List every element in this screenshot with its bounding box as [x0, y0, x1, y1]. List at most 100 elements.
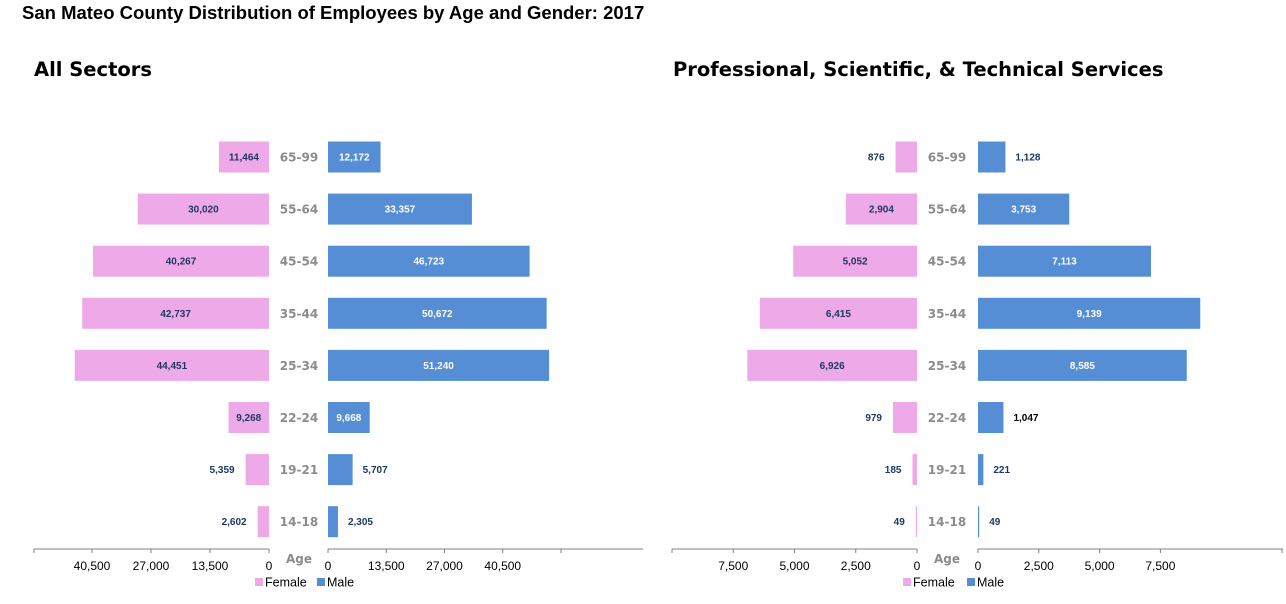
- male-bar: [328, 193, 472, 225]
- female-data-label: 876: [868, 153, 885, 164]
- female-data-label: 2,904: [869, 205, 894, 216]
- female-bar: [915, 506, 917, 538]
- male-data-label: 46,723: [414, 257, 445, 268]
- male-data-label: 8,585: [1070, 361, 1095, 372]
- legend-male-swatch: [967, 578, 975, 586]
- male-bar: [328, 454, 353, 486]
- male-data-label: 3,753: [1011, 205, 1036, 216]
- male-bar: [978, 245, 1151, 277]
- female-bar: [793, 245, 917, 277]
- male-data-label: 221: [993, 465, 1010, 476]
- male-axis-tick-label: 13,500: [368, 559, 405, 573]
- female-bar: [747, 349, 917, 381]
- age-category-label: 35-44: [280, 307, 318, 321]
- male-data-label: 9,668: [336, 413, 361, 424]
- female-data-label: 5,052: [843, 257, 868, 268]
- female-bar: [74, 349, 269, 381]
- male-data-label: 12,172: [339, 153, 370, 164]
- male-bar: [978, 141, 1006, 173]
- male-data-label: 49: [989, 517, 1001, 528]
- female-axis-tick-label: 27,000: [133, 559, 170, 573]
- age-category-label: 25-34: [280, 359, 318, 373]
- female-bar: [218, 141, 269, 173]
- female-bar: [93, 245, 269, 277]
- female-axis-tick-label: 13,500: [192, 559, 229, 573]
- age-category-label: 22-24: [280, 411, 318, 425]
- male-bar: [328, 402, 370, 433]
- age-axis-title: Age: [286, 552, 312, 566]
- page-title: San Mateo County Distribution of Employe…: [22, 2, 645, 23]
- male-data-label: 50,672: [422, 309, 453, 320]
- female-axis-tick-label: 5,000: [779, 559, 809, 573]
- female-bar: [893, 402, 917, 433]
- male-bar: [328, 245, 530, 277]
- male-axis-tick-label: 2,500: [1024, 559, 1054, 573]
- age-category-label: 45-54: [280, 255, 318, 269]
- female-data-label: 11,464: [229, 153, 259, 164]
- female-data-label: 6,926: [820, 361, 845, 372]
- male-data-label: 51,240: [423, 361, 454, 372]
- female-bar: [257, 506, 269, 538]
- female-data-label: 49: [894, 517, 906, 528]
- female-bar: [759, 297, 917, 329]
- male-data-label: 5,707: [363, 465, 388, 476]
- female-data-label: 30,020: [188, 205, 219, 216]
- panel-title-professional-services: Professional, Scientific, & Technical Se…: [673, 58, 1164, 81]
- female-bar: [895, 141, 917, 173]
- male-data-label: 2,305: [348, 517, 373, 528]
- male-axis-tick-label: 27,000: [426, 559, 463, 573]
- legend-male-label: Male: [977, 576, 1004, 590]
- female-axis-tick-label: 0: [266, 559, 273, 573]
- age-category-label: 19-21: [928, 463, 966, 477]
- female-axis-tick-label: 2,500: [841, 559, 871, 573]
- age-category-label: 65-99: [928, 151, 966, 165]
- age-category-label: 65-99: [280, 151, 318, 165]
- male-bar: [978, 454, 984, 486]
- age-category-label: 14-18: [280, 515, 318, 529]
- female-data-label: 185: [885, 465, 902, 476]
- female-data-label: 9,268: [236, 413, 261, 424]
- male-bar: [328, 297, 547, 329]
- male-data-label: 1,047: [1013, 413, 1038, 424]
- female-data-label: 40,267: [166, 257, 197, 268]
- female-axis-tick-label: 7,500: [718, 559, 748, 573]
- female-bar: [245, 454, 269, 486]
- female-bar: [137, 193, 269, 225]
- male-axis-tick-label: 40,500: [484, 559, 521, 573]
- male-bar: [328, 141, 381, 173]
- legend-male-swatch: [317, 578, 325, 586]
- legend-male-label: Male: [327, 576, 354, 590]
- female-bar: [82, 297, 269, 329]
- female-data-label: 44,451: [157, 361, 188, 372]
- panel-title-all-sectors: All Sectors: [34, 58, 153, 81]
- age-axis-title: Age: [934, 552, 960, 566]
- male-data-label: 7,113: [1052, 257, 1077, 268]
- female-axis-tick-label: 0: [914, 559, 921, 573]
- male-data-label: 33,357: [385, 205, 416, 216]
- female-bar: [912, 454, 917, 486]
- female-axis-tick-label: 40,500: [74, 559, 111, 573]
- legend-female-swatch: [255, 578, 263, 586]
- age-category-label: 55-64: [928, 203, 966, 217]
- male-axis-tick-label: 5,000: [1085, 559, 1115, 573]
- male-data-label: 1,128: [1015, 153, 1040, 164]
- male-bar: [978, 193, 1070, 225]
- male-axis-tick-label: 0: [975, 559, 982, 573]
- male-axis-tick-label: 0: [325, 559, 332, 573]
- age-category-label: 55-64: [280, 203, 318, 217]
- legend-female-label: Female: [913, 576, 955, 590]
- female-bar: [845, 193, 917, 225]
- male-data-label: 9,139: [1077, 309, 1102, 320]
- age-category-label: 14-18: [928, 515, 966, 529]
- female-bar: [228, 402, 269, 433]
- female-data-label: 979: [865, 413, 882, 424]
- male-bar: [978, 349, 1187, 381]
- male-bar: [978, 402, 1004, 433]
- male-bar: [978, 506, 980, 538]
- male-bar: [328, 506, 338, 538]
- age-category-label: 35-44: [928, 307, 966, 321]
- legend-female-label: Female: [265, 576, 307, 590]
- age-category-label: 22-24: [928, 411, 966, 425]
- female-data-label: 42,737: [160, 309, 191, 320]
